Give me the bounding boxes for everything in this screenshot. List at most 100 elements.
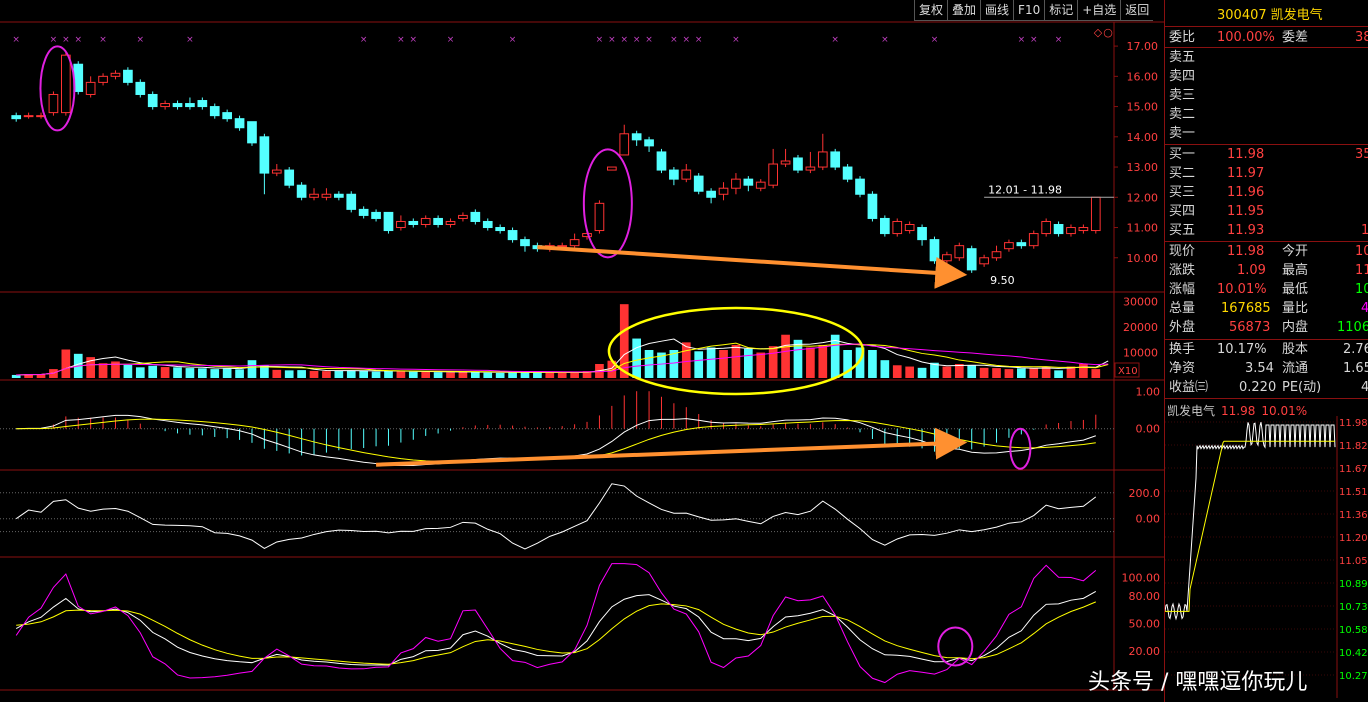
candle-body: [520, 239, 530, 247]
add-favorite-button[interactable]: +自选: [1077, 0, 1121, 21]
price-tick-label: 15.00: [1127, 101, 1159, 114]
volume-unit-label: X10: [1118, 366, 1138, 377]
volume-bar: [135, 367, 145, 378]
candle-body: [420, 217, 431, 225]
candle-body: [1016, 242, 1027, 247]
mark-button[interactable]: 标记: [1044, 0, 1078, 21]
candle-body: [507, 230, 518, 241]
kdj-tick-label: 20.00: [1129, 645, 1161, 658]
back-button[interactable]: 返回: [1120, 0, 1154, 21]
volume-bar: [806, 347, 815, 378]
candle-body: [656, 151, 667, 171]
intraday-header: 凯发电气 11.98 10.01%: [1167, 404, 1308, 418]
volume-bar: [210, 369, 220, 378]
wei-bi-row: 委比 100.00% 委差 38: [1169, 30, 1368, 45]
event-marker: ×: [1018, 35, 1026, 45]
candle-body: [606, 166, 617, 171]
candle-body: [234, 118, 245, 129]
volume-bar: [1029, 367, 1039, 378]
event-marker: ×: [509, 35, 517, 45]
candle-body: [743, 178, 754, 186]
volume-bar: [892, 365, 902, 378]
kdj-j-line: [15, 563, 1097, 684]
event-marker: ×: [99, 35, 107, 45]
candle-body: [1053, 224, 1064, 235]
watermark: 头条号 / 嘿嘿逗你玩儿: [1088, 670, 1308, 695]
candle-body: [110, 72, 121, 77]
sell-2-row: 卖二: [1169, 107, 1196, 122]
cci-tick-label: 200.0: [1129, 487, 1161, 500]
volume-bar: [582, 371, 592, 378]
draw-line-button[interactable]: 画线: [980, 0, 1014, 21]
stock-chart[interactable]: 17.00 16.00 15.00 14.00 13.00 12.00 11.00 10.00…: [0, 0, 1164, 702]
f10-button[interactable]: F10: [1013, 0, 1045, 21]
mini-axis-label: 11.98: [1339, 418, 1368, 429]
candle-body: [855, 178, 865, 195]
event-marker: ×: [633, 35, 641, 45]
candle-body: [48, 93, 59, 114]
event-marker: ×: [695, 35, 703, 45]
volume-bar: [917, 367, 927, 378]
toggle-icon: ◇: [1094, 26, 1103, 39]
volume-bar: [235, 369, 244, 378]
candle-body: [358, 208, 369, 216]
volume-unit-box: [1114, 362, 1140, 378]
volume-bar: [36, 374, 46, 378]
volume-bar: [346, 370, 356, 378]
restore-rights-button[interactable]: 复权: [914, 0, 948, 21]
candle-body: [1004, 242, 1014, 250]
intraday-chart[interactable]: 11.98 11.82 11.67 11.51 11.36 11.20 11.05 10.89…: [1165, 416, 1368, 698]
volume-bar: [818, 344, 828, 378]
candle-body: [197, 100, 208, 108]
stock-code: 300407: [1217, 8, 1267, 23]
candle-body: [830, 151, 841, 168]
candle-body: [991, 251, 1002, 259]
event-marker: ×: [683, 35, 691, 45]
intraday-price-line: [1165, 422, 1336, 621]
volume-bar: [98, 363, 108, 378]
event-marker: ×: [62, 35, 70, 45]
candle-body: [271, 169, 282, 174]
mini-axis-label: 11.36: [1339, 510, 1368, 521]
price-tick-label: 14.00: [1127, 131, 1159, 144]
overlay-button[interactable]: 叠加: [947, 0, 981, 21]
candle-body: [631, 133, 642, 141]
volume-bar: [1091, 369, 1101, 378]
volume-bar: [793, 339, 803, 378]
candle-body: [693, 175, 704, 192]
volume-bar: [1016, 368, 1026, 378]
candle-body: [842, 166, 853, 180]
stat-row-change: 涨跌 1.09 最高 11: [1169, 263, 1368, 278]
toggle-icon: ○: [1103, 26, 1113, 39]
volume-bar: [520, 371, 530, 378]
stat-row-eps: 收益㈢ 0.220 PE(动) 4: [1169, 380, 1368, 395]
volume-bar: [905, 366, 915, 378]
volume-bar: [11, 374, 21, 378]
price-tick-label: 11.00: [1127, 222, 1159, 235]
candle-body: [805, 166, 816, 171]
sell-4-row: 卖四: [1169, 69, 1196, 84]
mini-axis-label: 11.05: [1339, 556, 1368, 567]
event-marker: ×: [50, 35, 58, 45]
event-marker: ×: [645, 35, 653, 45]
volume-bar: [483, 372, 493, 378]
buy-5-row: 买五 11.93 1: [1169, 223, 1368, 238]
event-marker: ×: [831, 35, 839, 45]
candle-body: [85, 81, 96, 95]
mini-axis-label: 11.51: [1339, 487, 1368, 498]
mini-axis-label: 11.67: [1339, 464, 1368, 475]
buy-1-row: 买一 11.98 35: [1169, 147, 1368, 162]
quote-panel: 300407 凯发电气 委比 100.00% 委差 38 卖五 卖四 卖三 卖二 …: [1164, 0, 1368, 702]
volume-bar: [148, 365, 158, 378]
volume-bar: [272, 369, 282, 378]
event-marker: ×: [670, 35, 678, 45]
candle-body: [917, 227, 927, 241]
candle-body: [942, 254, 952, 262]
candle-body: [594, 202, 605, 232]
volume-bar: [706, 347, 716, 378]
candle-body: [396, 220, 406, 229]
candle-body: [482, 220, 493, 229]
candle-body: [706, 190, 716, 198]
mini-axis-label: 10.42: [1339, 648, 1368, 659]
kdj-d-line: [16, 601, 1096, 665]
